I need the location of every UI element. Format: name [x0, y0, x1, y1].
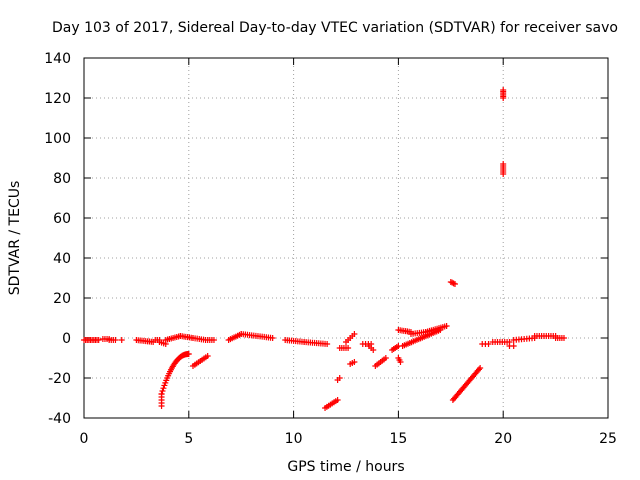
y-axis-title: SDTVAR / TECUs	[7, 181, 23, 296]
data-point	[158, 391, 165, 397]
data-point	[485, 341, 492, 347]
data-point	[477, 365, 484, 371]
data-point	[118, 337, 125, 343]
data-point	[269, 335, 276, 341]
data-point	[560, 335, 567, 341]
data-point	[510, 343, 517, 349]
data-point	[351, 331, 358, 337]
data-point	[451, 281, 458, 287]
data-point	[345, 345, 352, 351]
data-point	[450, 280, 457, 287]
data-point	[161, 382, 168, 389]
x-tick-label: 15	[389, 431, 407, 447]
y-tick-labels: -40 -20 0 20 40 60 80 100 120 140	[44, 51, 71, 427]
data-point	[159, 388, 166, 395]
y-tick-label: 120	[44, 91, 71, 107]
y-tick-label: 80	[53, 171, 71, 187]
data-point	[397, 359, 404, 365]
y-tick-label: 140	[44, 51, 71, 67]
data-point	[447, 279, 454, 285]
y-tick-label: 0	[62, 331, 71, 347]
data-point	[443, 323, 450, 329]
data-point	[500, 171, 507, 177]
data-point	[449, 279, 456, 286]
x-tick-label: 25	[599, 431, 617, 447]
data-point	[95, 337, 102, 343]
data-point	[185, 351, 192, 357]
y-tick-label: 60	[53, 211, 71, 227]
y-tick-label: 100	[44, 131, 71, 147]
data-point	[500, 95, 507, 101]
data-point	[160, 385, 167, 392]
data-point	[112, 337, 119, 343]
x-tick-label: 20	[494, 431, 512, 447]
y-tick-label: -20	[48, 371, 71, 387]
x-axis-title: GPS time / hours	[287, 459, 404, 475]
data-point	[336, 375, 343, 381]
grid-lines	[84, 58, 608, 418]
data-points	[81, 87, 567, 411]
data-point	[351, 359, 358, 365]
x-tick-label: 0	[80, 431, 89, 447]
data-point	[210, 337, 217, 343]
plot-frame	[83, 57, 609, 419]
data-point	[370, 347, 377, 353]
y-tick-label: -40	[48, 411, 71, 427]
chart-title: Day 103 of 2017, Sidereal Day-to-day VTE…	[52, 20, 618, 36]
data-point	[204, 353, 211, 359]
data-point	[324, 341, 331, 347]
data-point	[334, 397, 341, 403]
y-tick-label: 20	[53, 291, 71, 307]
data-point	[475, 366, 482, 373]
y-tick-label: 40	[53, 251, 71, 267]
x-tick-labels: 0 5 10 15 20 25	[80, 431, 617, 447]
data-point	[382, 355, 389, 361]
x-tick-label: 10	[285, 431, 303, 447]
x-tick-label: 5	[184, 431, 193, 447]
data-point	[437, 327, 444, 333]
